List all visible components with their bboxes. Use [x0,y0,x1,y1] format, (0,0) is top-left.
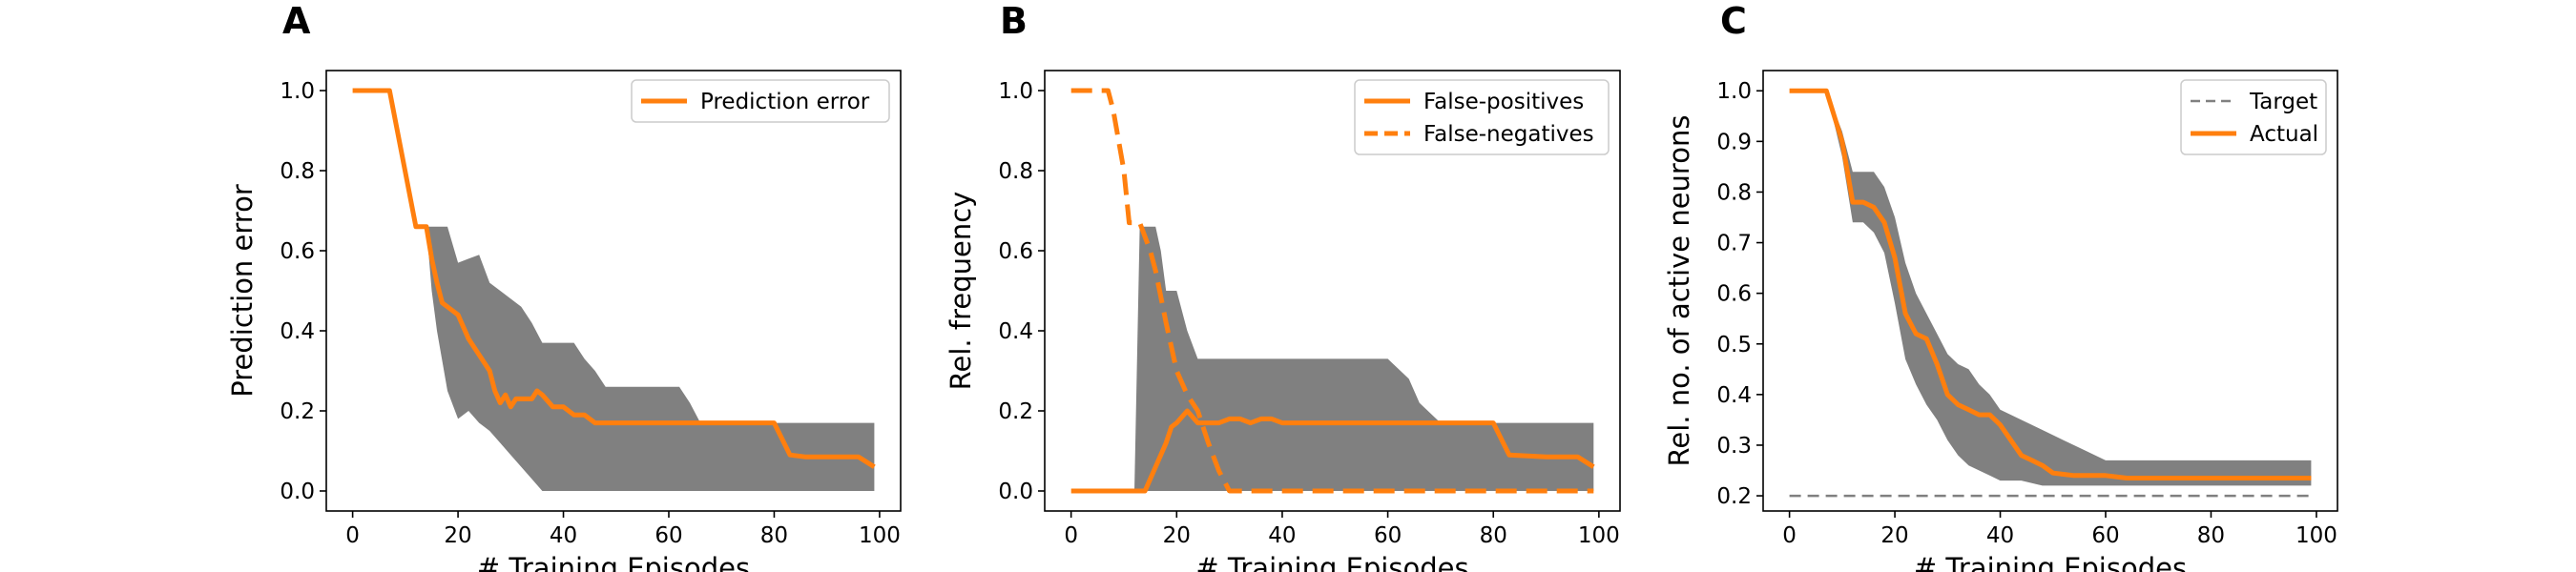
legend-label-c-1: Actual [2250,122,2318,147]
y-axis-label-a: Prediction error [226,184,259,398]
y-tick-label-c-4: 0.6 [1716,282,1752,307]
y-axis-label-b: Rel. frequency [945,192,977,391]
x-tick-label-c-3: 60 [2091,523,2119,548]
legend-b: False-positives False-negatives [1354,79,1610,155]
x-tick-label-c-2: 40 [1986,523,2014,548]
axes-frame-a [325,70,902,512]
x-tick-label-b-2: 40 [1268,523,1296,548]
y-tick-label-a-1: 0.2 [280,399,315,424]
axes-frame-b [1044,70,1621,512]
x-tick-label-c-0: 0 [1782,523,1797,548]
y-tick-label-b-5: 1.0 [998,79,1033,104]
confidence-band-b [1070,226,1594,492]
series-line-b-false-positives [1070,408,1595,494]
x-tick-label-c-4: 80 [2197,523,2225,548]
y-tick-label-b-0: 0.0 [998,480,1033,504]
series-line-a-prediction-error [352,88,876,469]
y-tick-label-b-1: 0.2 [998,399,1033,424]
plot-area-c: 0 20 40 60 80 100 0.2 0.3 0.4 0.5 0.6 0.7 0.8 0.9 1.0 #… [1663,70,2338,572]
x-axis-label-c: # Training Episodes [1914,552,2187,572]
y-tick-label-c-7: 0.9 [1716,130,1752,154]
x-tick-label-a-2: 40 [550,523,577,548]
y-tick-label-c-1: 0.3 [1716,434,1752,459]
y-tick-label-a-2: 0.4 [280,319,315,344]
panel-letter-c: C [1720,0,1747,42]
x-tick-label-c-1: 20 [1880,523,1908,548]
panel-letter-b: B [1000,0,1028,42]
series-line-b-false-negatives [1070,88,1594,494]
y-tick-label-a-3: 0.6 [280,239,315,264]
x-tick-label-a-5: 100 [859,523,901,548]
y-tick-label-b-2: 0.4 [998,319,1033,344]
x-tick-label-a-3: 60 [654,523,682,548]
panel-letter-a: A [282,0,311,42]
y-tick-label-a-5: 1.0 [280,79,315,104]
legend-box-b [1354,79,1610,155]
x-tick-label-b-0: 0 [1064,523,1078,548]
y-tick-label-c-2: 0.4 [1716,383,1752,408]
legend-box-a [631,79,890,123]
y-tick-label-c-8: 1.0 [1716,79,1752,104]
x-tick-label-a-0: 0 [345,523,360,548]
x-tick-label-b-4: 80 [1480,523,1507,548]
legend-label-c-0: Target [2249,90,2317,114]
y-tick-label-c-6: 0.8 [1716,180,1752,205]
x-tick-label-a-1: 20 [444,523,471,548]
series-line-c-actual [1789,88,2312,480]
x-axis-label-b: # Training Episodes [1195,552,1468,572]
y-tick-label-b-3: 0.6 [998,239,1033,264]
panel-a: A 0 20 40 60 80 100 0.0 0.2 0.4 0.6 0.8 1.0 # Traini… [226,0,902,572]
y-tick-label-a-4: 0.8 [280,159,315,184]
legend-label-b-0: False-positives [1423,90,1584,114]
y-tick-label-c-5: 0.7 [1716,232,1752,256]
legend-label-a-0: Prediction error [700,90,870,114]
y-tick-label-c-0: 0.2 [1716,484,1752,509]
plot-area-a: 0 20 40 60 80 100 0.0 0.2 0.4 0.6 0.8 1.0 # Training… [226,70,902,572]
y-tick-label-a-0: 0.0 [280,480,315,504]
y-tick-label-c-3: 0.5 [1716,333,1752,358]
legend-a: Prediction error [631,79,890,123]
legend-label-b-1: False-negatives [1423,122,1594,147]
panel-b: B 0 20 40 60 80 100 0.0 0.2 0.4 0.6 0.8 1.0 # Traini… [945,0,1621,572]
x-tick-label-c-5: 100 [2296,523,2337,548]
panel-c: C 0 20 40 60 80 100 0.2 0.3 0.4 0.5 0.6 0.7 0.8 0.9 1.… [1663,0,2338,572]
confidence-band-c [1789,91,2312,486]
x-tick-label-b-1: 20 [1163,523,1191,548]
x-tick-label-a-4: 80 [760,523,788,548]
x-tick-label-b-3: 60 [1374,523,1402,548]
x-tick-label-b-5: 100 [1578,523,1620,548]
legend-c: Target Actual [2180,79,2327,155]
x-axis-label-a: # Training Episodes [477,552,750,572]
plot-area-b: 0 20 40 60 80 100 0.0 0.2 0.4 0.6 0.8 1.0 # Training… [945,70,1621,572]
axes-frame-c [1762,70,2338,512]
confidence-band-a [352,91,875,491]
y-tick-label-b-4: 0.8 [998,159,1033,184]
y-axis-label-c: Rel. no. of active neurons [1663,115,1695,467]
